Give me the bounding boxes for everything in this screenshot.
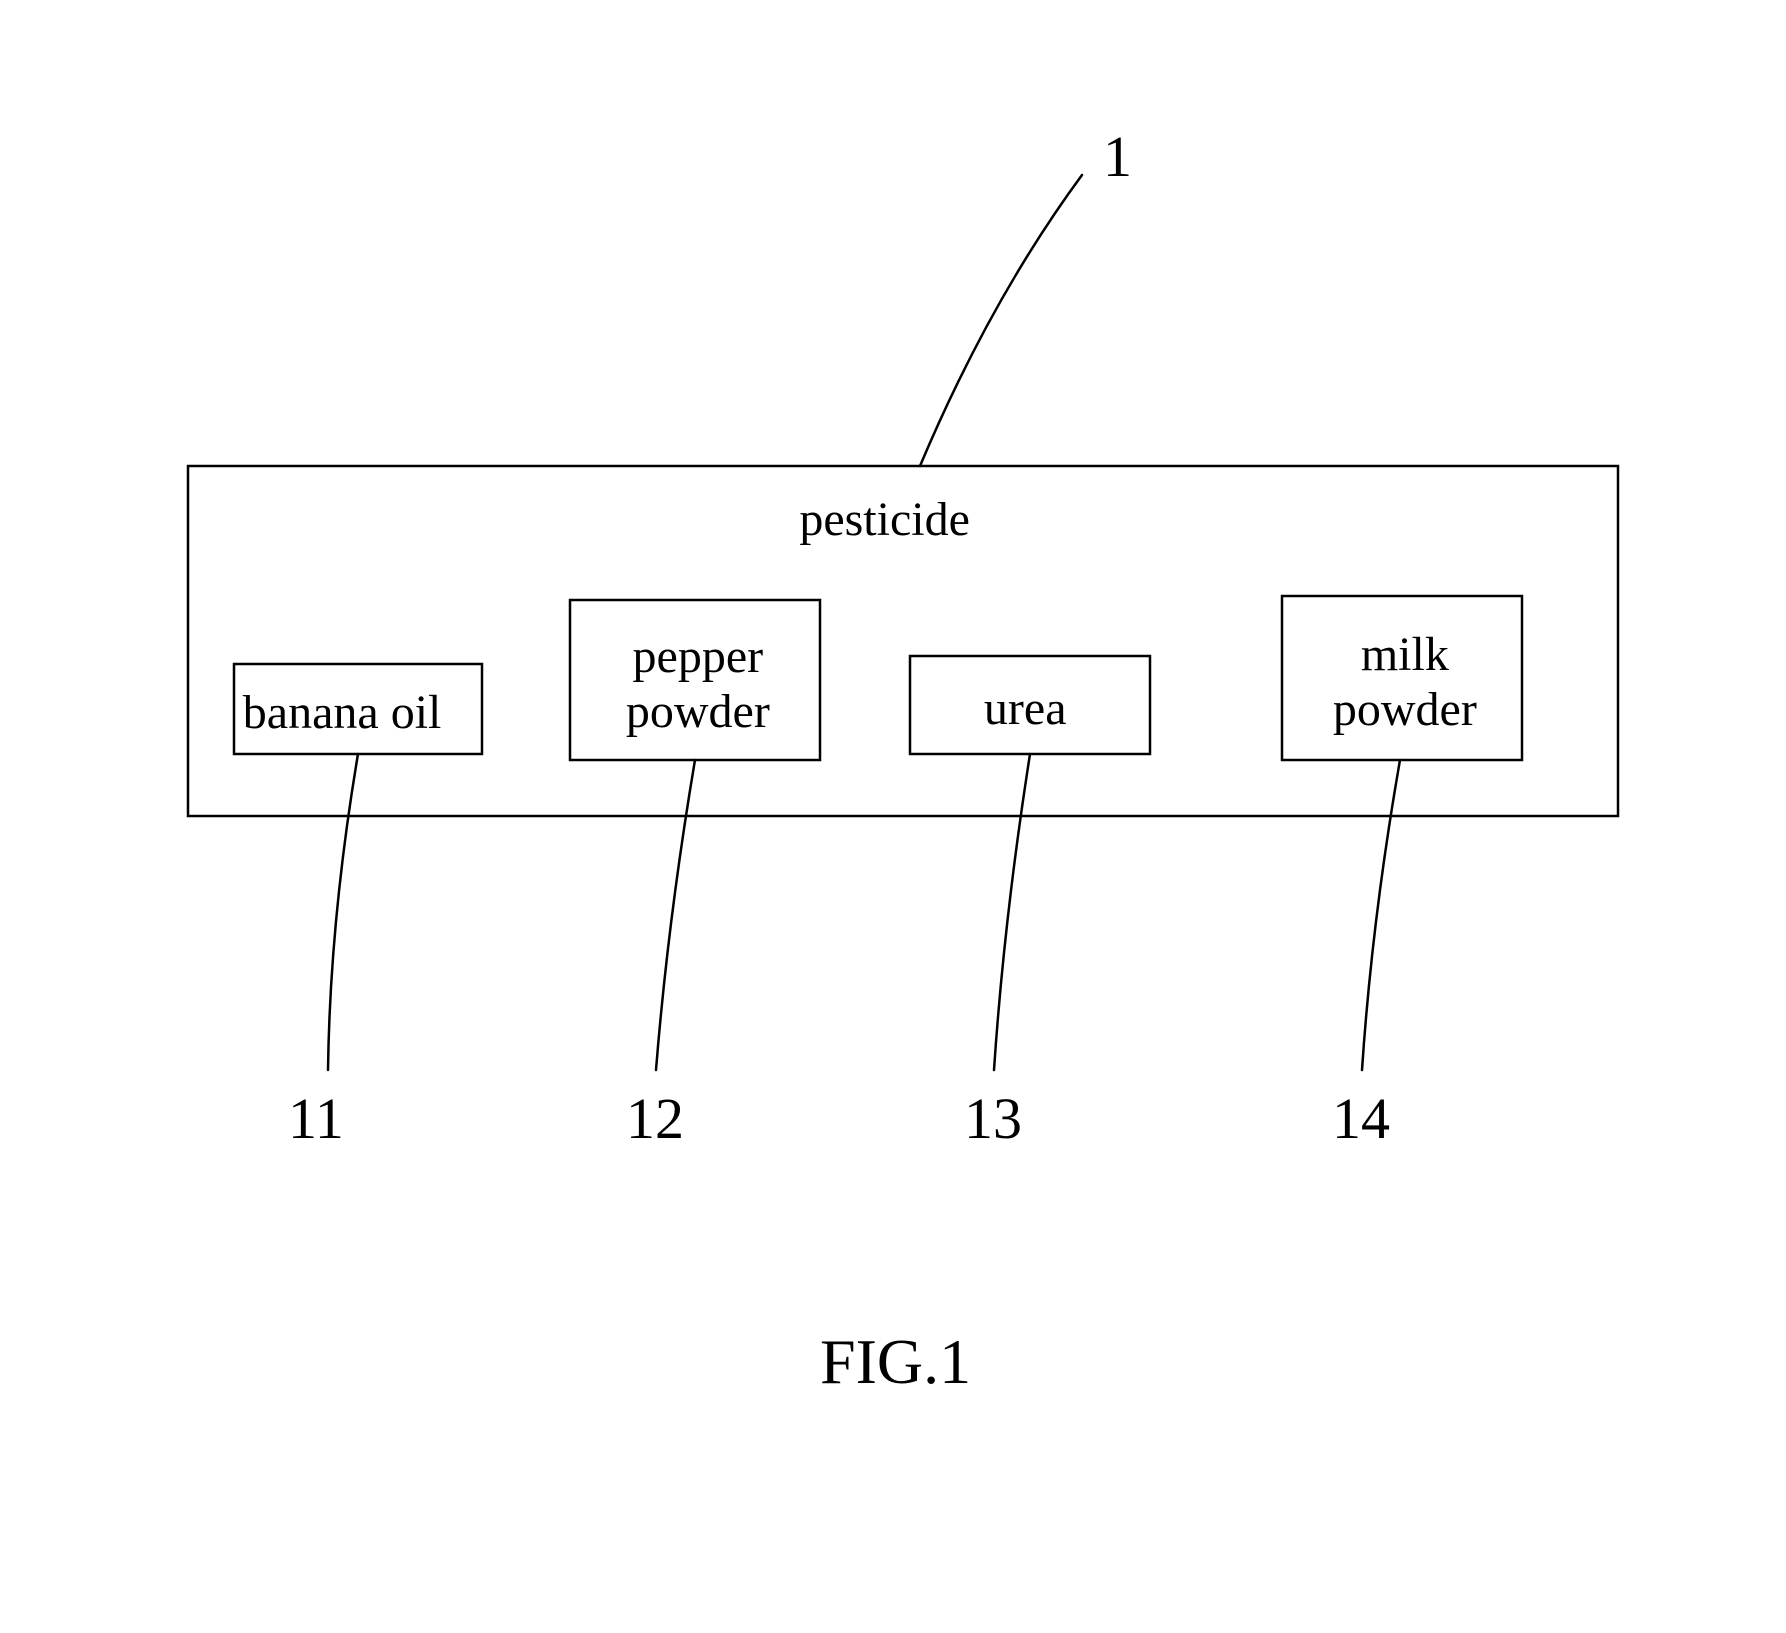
callout-leader-urea (994, 754, 1030, 1070)
callout-label-container: 1 (1103, 128, 1132, 186)
callout-label-urea: 13 (964, 1090, 1022, 1148)
component-label-banana-oil: banana oil (243, 685, 442, 740)
callout-leader-container (920, 175, 1082, 466)
callout-leader-milk-powder (1362, 760, 1400, 1070)
diagram-stage: pesticide banana oil pepper powder urea … (0, 0, 1786, 1633)
container-title: pesticide (799, 496, 970, 544)
component-label-milk-powder: milk powder (1333, 627, 1477, 737)
callout-leader-pepper-powder (656, 760, 695, 1070)
figure-caption: FIG.1 (820, 1330, 971, 1394)
component-label-urea: urea (984, 681, 1067, 736)
callout-label-banana-oil: 11 (288, 1090, 344, 1148)
callout-leader-banana-oil (328, 754, 358, 1070)
component-label-pepper-powder: pepper powder (626, 629, 770, 739)
callout-label-pepper-powder: 12 (626, 1090, 684, 1148)
callout-label-milk-powder: 14 (1332, 1090, 1390, 1148)
